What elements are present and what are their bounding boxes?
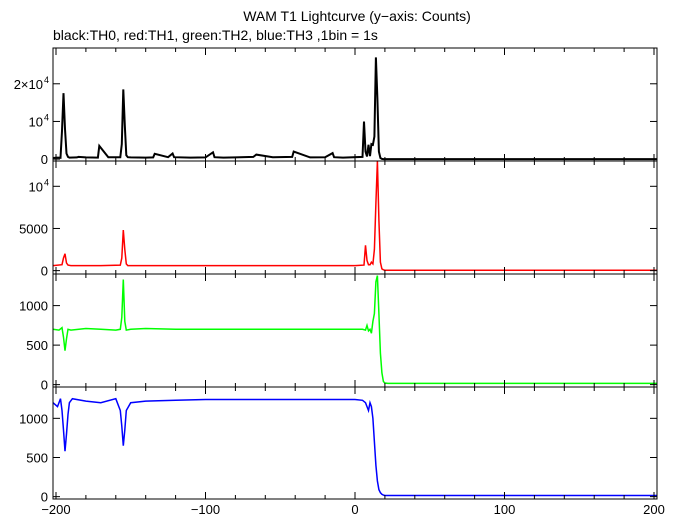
- y-tick-label: 1000: [19, 299, 48, 314]
- x-tick-label: −100: [191, 502, 220, 515]
- y-tick-label: 10: [29, 114, 43, 129]
- x-tick-label: 100: [494, 502, 516, 515]
- y-tick-label: 0: [41, 490, 48, 505]
- chart-subtitle: black:TH0, red:TH1, green:TH2, blue:TH3 …: [53, 27, 378, 43]
- x-tick-label: −200: [41, 502, 70, 515]
- x-tick-label: 200: [643, 502, 665, 515]
- panel-th1: 0 5000 410: [19, 160, 658, 279]
- series-line-th0: [52, 57, 657, 161]
- y-tick-label: 500: [26, 338, 48, 353]
- panel-frame: [52, 47, 658, 162]
- y-tick-label: 5000: [19, 221, 48, 236]
- y-tick-label: 10: [29, 179, 43, 194]
- panel-frame: [52, 160, 658, 275]
- y-tick-label: 2×10: [14, 77, 43, 92]
- y-tick-label: 1000: [19, 411, 48, 426]
- y-tick-label: 500: [26, 450, 48, 465]
- y-tick-exponent: 4: [44, 112, 49, 122]
- panel-frame: [52, 386, 658, 500]
- y-tick-label: 0: [41, 152, 48, 167]
- y-tick-exponent: 4: [44, 75, 49, 85]
- panel-th2: 0 500 1000: [19, 273, 658, 393]
- y-tick-exponent: 4: [44, 177, 49, 187]
- series-line-th3: [52, 397, 657, 497]
- y-tick-label: 0: [41, 378, 48, 393]
- panel-frame: [52, 273, 658, 388]
- series-line-th2: [52, 275, 657, 385]
- chart-title: WAM T1 Lightcurve (y−axis: Counts): [243, 8, 471, 24]
- series-line-th1: [52, 160, 657, 271]
- y-tick-label: 0: [41, 264, 48, 279]
- x-tick-label: 0: [351, 502, 358, 515]
- panel-th3: 0 500 1000: [19, 386, 658, 505]
